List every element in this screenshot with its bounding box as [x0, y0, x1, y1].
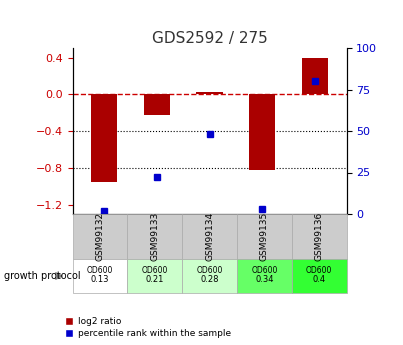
Bar — [302, 58, 328, 94]
Text: 0.4: 0.4 — [313, 275, 326, 284]
Bar — [144, 94, 170, 115]
Text: 0.28: 0.28 — [200, 275, 219, 284]
Text: GSM99135: GSM99135 — [260, 212, 269, 261]
Text: OD600: OD600 — [196, 266, 223, 275]
Title: GDS2592 / 275: GDS2592 / 275 — [152, 31, 268, 46]
Text: OD600: OD600 — [87, 266, 113, 275]
Text: GSM99136: GSM99136 — [315, 212, 324, 261]
Text: OD600: OD600 — [251, 266, 278, 275]
Bar — [196, 92, 223, 94]
Text: OD600: OD600 — [306, 266, 332, 275]
Text: GSM99132: GSM99132 — [96, 212, 104, 261]
Text: OD600: OD600 — [141, 266, 168, 275]
Text: 0.34: 0.34 — [255, 275, 274, 284]
Bar — [249, 94, 275, 170]
Text: GSM99133: GSM99133 — [150, 212, 159, 261]
Legend: log2 ratio, percentile rank within the sample: log2 ratio, percentile rank within the s… — [65, 317, 231, 338]
Text: growth protocol: growth protocol — [4, 271, 81, 281]
Text: GSM99134: GSM99134 — [205, 212, 214, 261]
Text: 0.21: 0.21 — [145, 275, 164, 284]
Text: 0.13: 0.13 — [91, 275, 109, 284]
Bar — [91, 94, 117, 182]
